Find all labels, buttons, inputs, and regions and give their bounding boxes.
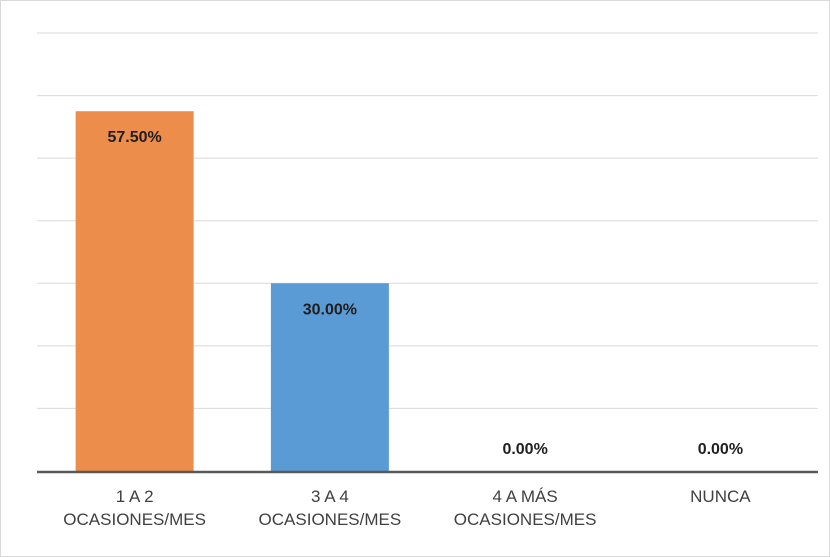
category-label: 3 A 4 OCASIONES/MES	[259, 487, 402, 529]
data-label: 57.50%	[107, 129, 161, 146]
data-labels: 57.50% 30.00% 0.00% 0.00%	[107, 129, 743, 458]
category-labels: 1 A 2 OCASIONES/MES 3 A 4 OCASIONES/MES 4 A …	[63, 487, 751, 529]
category-label: 1 A 2 OCASIONES/MES	[63, 487, 206, 529]
bar	[270, 283, 389, 471]
bars	[75, 111, 389, 471]
category-label: NUNCA	[690, 487, 751, 506]
data-label: 0.00%	[698, 441, 743, 458]
data-label: 30.00%	[303, 301, 357, 318]
bar	[75, 111, 194, 471]
data-label: 0.00%	[502, 441, 547, 458]
category-label: 4 A MÁS OCASIONES/MES	[454, 487, 597, 529]
